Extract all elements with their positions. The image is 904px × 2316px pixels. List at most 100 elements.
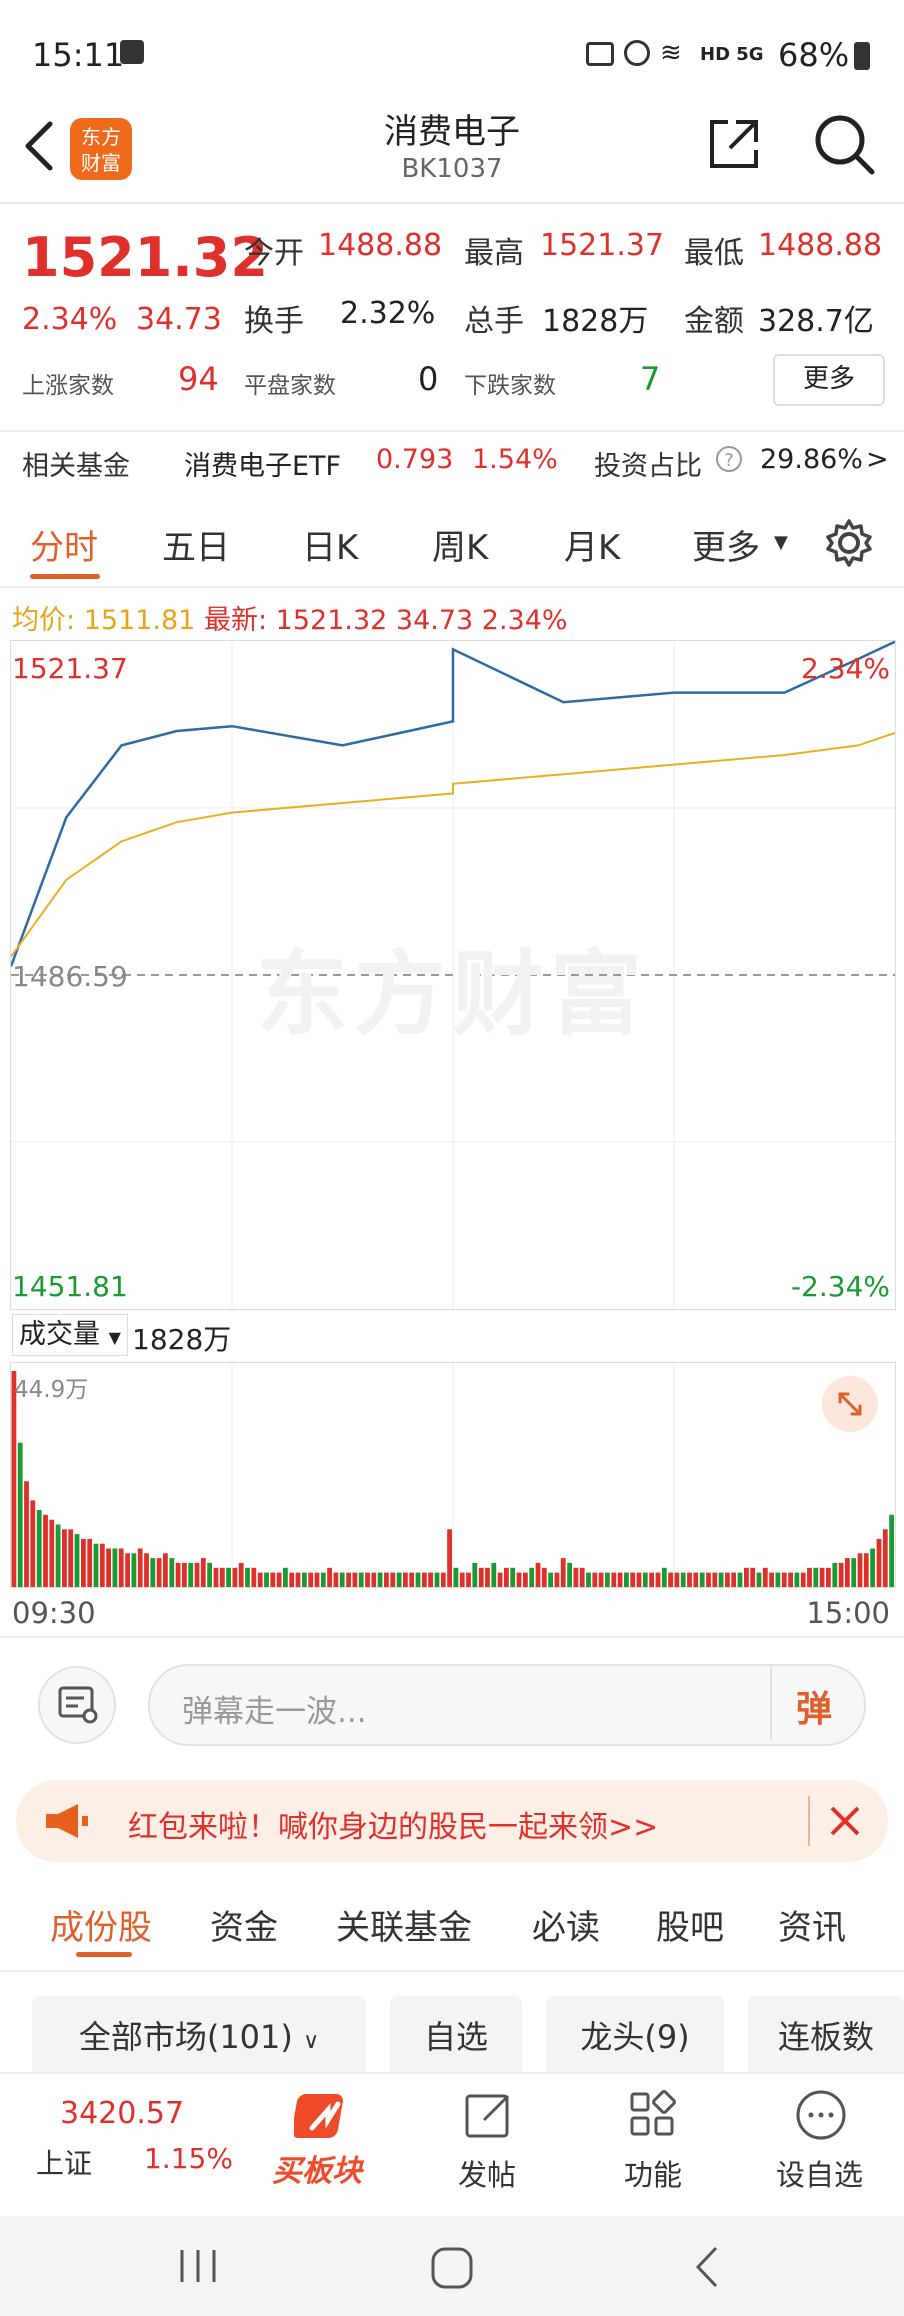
share-icon[interactable] (706, 116, 762, 172)
tab-five-day[interactable]: 五日 (162, 528, 230, 568)
volume-bar (295, 1572, 301, 1587)
volume-bar (693, 1572, 699, 1587)
volume-bar (156, 1558, 162, 1587)
volume-bar (781, 1572, 787, 1587)
volume-bar (308, 1572, 314, 1587)
danmu-settings-button[interactable] (38, 1666, 116, 1744)
post-button[interactable]: 发帖 (458, 2158, 517, 2192)
tab-weekly-k[interactable]: 周K (432, 528, 489, 568)
back-nav-icon[interactable] (690, 2244, 724, 2290)
volume-bar (598, 1572, 604, 1587)
function-grid-icon (630, 2090, 676, 2136)
volume-bar (605, 1572, 610, 1587)
buy-sector-button[interactable]: 买板块 (272, 2154, 362, 2189)
intraday-chart[interactable] (10, 640, 896, 1310)
volume-bar (43, 1514, 48, 1587)
volume-bar (352, 1572, 358, 1587)
up-count-label: 上涨家数 (22, 373, 114, 399)
latest-label: 最新: (203, 605, 268, 636)
volume-bar (794, 1572, 800, 1587)
tab-must-read[interactable]: 必读 (532, 1908, 600, 1948)
volume-bar (428, 1572, 433, 1587)
amount-value: 328.7亿 (758, 304, 874, 339)
filter-limit-up[interactable]: 连板数 (748, 1996, 904, 2078)
volume-bar (838, 1562, 844, 1587)
avg-value: 1511.81 (83, 605, 196, 636)
flat-count: 0 (418, 360, 439, 398)
search-icon[interactable] (812, 112, 876, 176)
volume-bar (440, 1572, 446, 1587)
volume-bar (68, 1529, 74, 1587)
volume-bar (756, 1572, 762, 1587)
volume-bar (200, 1558, 206, 1587)
function-button[interactable]: 功能 (624, 2158, 683, 2192)
volume-bar (573, 1567, 579, 1587)
index-name: 上证 (36, 2147, 93, 2180)
chevron-down-icon: ▼ (774, 532, 788, 553)
close-icon[interactable] (828, 1804, 862, 1838)
fund-arrow: > (866, 444, 889, 475)
red-packet-banner[interactable]: 红包来啦！喊你身边的股民一起来领>> (16, 1780, 888, 1862)
series-line-latest (11, 641, 895, 967)
volume-bar (579, 1567, 585, 1587)
fund-label: 相关基金 (22, 451, 130, 482)
logo-line1: 东方 (81, 125, 121, 149)
more-button[interactable]: 更多 (773, 354, 885, 406)
volume-bar (333, 1572, 339, 1587)
volume-chart[interactable] (10, 1362, 896, 1588)
volume-bar (36, 1510, 42, 1587)
volume-bar (99, 1543, 105, 1587)
related-fund-row[interactable] (0, 430, 904, 498)
tab-daily-k[interactable]: 日K (302, 528, 359, 568)
tab-related-funds[interactable]: 关联基金 (336, 1908, 472, 1948)
back-icon[interactable] (20, 118, 56, 174)
filter-leaders[interactable]: 龙头(9) (546, 1996, 724, 2078)
volume-bar (213, 1567, 219, 1587)
volume-bar (516, 1572, 522, 1587)
tab-more[interactable]: 更多 (692, 528, 760, 568)
filter-market[interactable]: 全部市场(101) ∨ (32, 1996, 366, 2078)
tab-monthly-k[interactable]: 月K (564, 528, 621, 568)
recent-apps-icon[interactable] (176, 2246, 222, 2286)
volume-bar (358, 1572, 364, 1587)
message-icon (586, 42, 614, 66)
danmu-send-button[interactable]: 弹 (770, 1666, 864, 1740)
tab-funds-flow[interactable]: 资金 (210, 1908, 278, 1948)
filter-watchlist[interactable]: 自选 (390, 1996, 522, 2078)
volume-bar (264, 1572, 269, 1587)
fund-name[interactable]: 消费电子ETF (184, 451, 342, 482)
danmu-input[interactable]: 弹幕走一波... 弹 (148, 1664, 866, 1746)
volume-bar (415, 1572, 421, 1587)
tab-news[interactable]: 资讯 (778, 1908, 846, 1948)
volume-selector[interactable]: 成交量 ▼ (12, 1314, 128, 1356)
volume-bar (434, 1572, 440, 1587)
add-watchlist-button[interactable]: 设自选 (776, 2158, 864, 2192)
volume-bar (207, 1562, 212, 1587)
turnover-value: 2.32% (340, 296, 436, 331)
home-icon[interactable] (430, 2246, 474, 2290)
volume-bar (472, 1562, 478, 1587)
volume-bar (346, 1572, 351, 1587)
tab-intraday[interactable]: 分时 (30, 528, 98, 568)
latest-pct: 2.34% (481, 605, 568, 636)
volume-bar (365, 1572, 370, 1587)
volume-bar (560, 1558, 566, 1587)
network-type: HD 5G (700, 44, 764, 65)
settings-gear-icon[interactable] (824, 518, 874, 568)
intraday-chart-svg (11, 641, 895, 1309)
nav-bar (0, 110, 904, 204)
index-value: 3420.57 (60, 2096, 185, 2131)
banner-text: 红包来啦！喊你身边的股民一起来领>> (128, 1810, 659, 1845)
volume-bar (819, 1567, 825, 1587)
help-icon[interactable]: ? (716, 446, 742, 472)
tab-forum[interactable]: 股吧 (656, 1908, 724, 1948)
volume-bar (687, 1572, 692, 1587)
volume-bar (276, 1572, 282, 1587)
expand-button[interactable] (822, 1376, 878, 1432)
wifi-icon: ≋ (660, 38, 682, 68)
chevron-down-icon: ∨ (303, 2029, 320, 2054)
volume-bar (384, 1572, 389, 1587)
time-start: 09:30 (12, 1596, 96, 1630)
volume-bar (548, 1572, 553, 1587)
tab-constituents[interactable]: 成份股 (50, 1908, 152, 1948)
